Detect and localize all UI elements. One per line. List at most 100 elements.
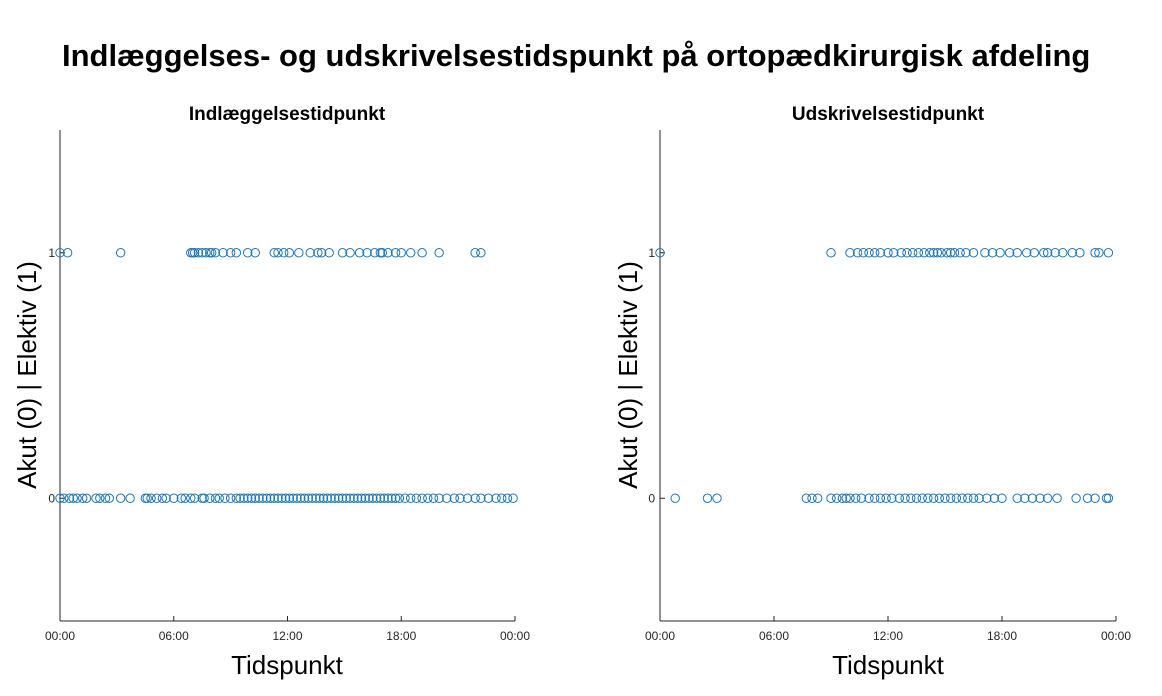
data-point xyxy=(1094,248,1104,258)
x-tick-group: 00:00 06:00 12:00 18:00 00:00 xyxy=(45,616,530,643)
data-point xyxy=(655,248,665,258)
data-point xyxy=(269,248,279,258)
data-point xyxy=(307,493,317,503)
y-axis-label: Akut (0) | Elektiv (1) xyxy=(12,261,42,489)
data-point xyxy=(280,493,291,503)
data-point xyxy=(832,493,842,503)
data-point xyxy=(277,493,287,503)
data-point xyxy=(242,248,253,258)
data-point xyxy=(299,493,310,503)
data-point xyxy=(845,493,855,503)
data-point xyxy=(186,493,196,503)
data-point xyxy=(246,493,257,503)
x-tick-label: 00:00 xyxy=(645,629,675,643)
data-point xyxy=(491,493,501,503)
data-point xyxy=(406,493,416,503)
data-point xyxy=(989,493,1000,503)
data-point xyxy=(125,493,135,503)
data-point xyxy=(406,248,416,258)
data-point xyxy=(1090,493,1100,503)
data-point xyxy=(508,493,518,503)
data-point xyxy=(980,248,990,258)
data-point xyxy=(231,248,242,258)
y-tick-label: 0 xyxy=(48,491,55,505)
data-point xyxy=(470,493,480,503)
data-point xyxy=(1090,248,1100,258)
data-point xyxy=(64,493,75,503)
data-point xyxy=(936,248,946,258)
y-tick-group: 01 xyxy=(648,246,665,505)
x-tick-label: 00:00 xyxy=(1101,629,1131,643)
data-point xyxy=(949,248,960,258)
data-point xyxy=(205,493,215,503)
data-point xyxy=(870,493,880,503)
data-point xyxy=(305,248,315,258)
data-point xyxy=(400,493,410,503)
data-point xyxy=(352,493,363,503)
data-point xyxy=(913,248,924,258)
data-point xyxy=(254,493,264,503)
data-point xyxy=(315,493,325,503)
data-point xyxy=(151,493,162,503)
data-point xyxy=(455,493,465,503)
data-point xyxy=(318,493,329,503)
data-point xyxy=(161,493,171,503)
data-point xyxy=(284,493,295,503)
data-point xyxy=(928,248,939,258)
data-point xyxy=(337,493,348,503)
data-point xyxy=(294,248,304,258)
data-point xyxy=(476,248,486,258)
admission-chart: Indlæggelsestidpunkt 00:00 06:00 12:00 18:0… xyxy=(12,104,530,680)
figure-title: Indlæggelses- og udskrivelsestidspunkt p… xyxy=(62,38,1091,73)
data-point xyxy=(303,493,314,503)
data-point xyxy=(961,248,971,258)
data-point xyxy=(341,493,351,503)
data-point xyxy=(883,248,893,258)
data-point xyxy=(142,493,152,503)
data-point xyxy=(62,248,73,258)
data-point xyxy=(396,248,406,258)
data-point xyxy=(387,493,397,503)
data-point xyxy=(81,493,92,503)
data-point xyxy=(963,493,973,503)
data-point xyxy=(296,493,306,503)
data-point xyxy=(72,493,82,503)
data-point xyxy=(462,493,473,503)
data-point xyxy=(360,493,370,503)
x-axis-label: Tidspunkt xyxy=(832,650,945,680)
data-point xyxy=(78,493,88,503)
data-point xyxy=(91,493,101,503)
data-point xyxy=(316,248,327,258)
data-point xyxy=(273,248,283,258)
data-point xyxy=(201,248,211,258)
data-point xyxy=(417,248,427,258)
data-point xyxy=(242,493,253,503)
data-point xyxy=(712,493,722,503)
data-point xyxy=(265,493,276,503)
data-point xyxy=(235,493,245,503)
data-point xyxy=(193,248,204,258)
data-point xyxy=(957,493,967,503)
x-tick-label: 18:00 xyxy=(386,629,416,643)
data-point xyxy=(390,493,401,503)
data-point xyxy=(858,248,868,258)
data-point xyxy=(946,493,956,503)
data-point xyxy=(250,248,260,258)
y-tick-label: 0 xyxy=(648,491,655,505)
data-point xyxy=(864,248,874,258)
data-point xyxy=(383,493,393,503)
data-point xyxy=(851,493,861,503)
data-point xyxy=(906,493,916,503)
data-point xyxy=(214,493,224,503)
x-tick-label: 12:00 xyxy=(272,629,302,643)
data-point xyxy=(364,493,374,503)
data-point xyxy=(908,248,918,258)
data-point xyxy=(1082,493,1093,503)
discharge-chart: Udskrivelsestidpunkt 00:00 06:00 12:00 18:0… xyxy=(613,104,1131,680)
data-point xyxy=(218,248,228,258)
data-point xyxy=(1103,248,1114,258)
x-axis-label: Tidspunkt xyxy=(231,650,344,680)
data-point xyxy=(423,493,433,503)
data-point xyxy=(1071,493,1081,503)
data-point xyxy=(379,493,389,503)
